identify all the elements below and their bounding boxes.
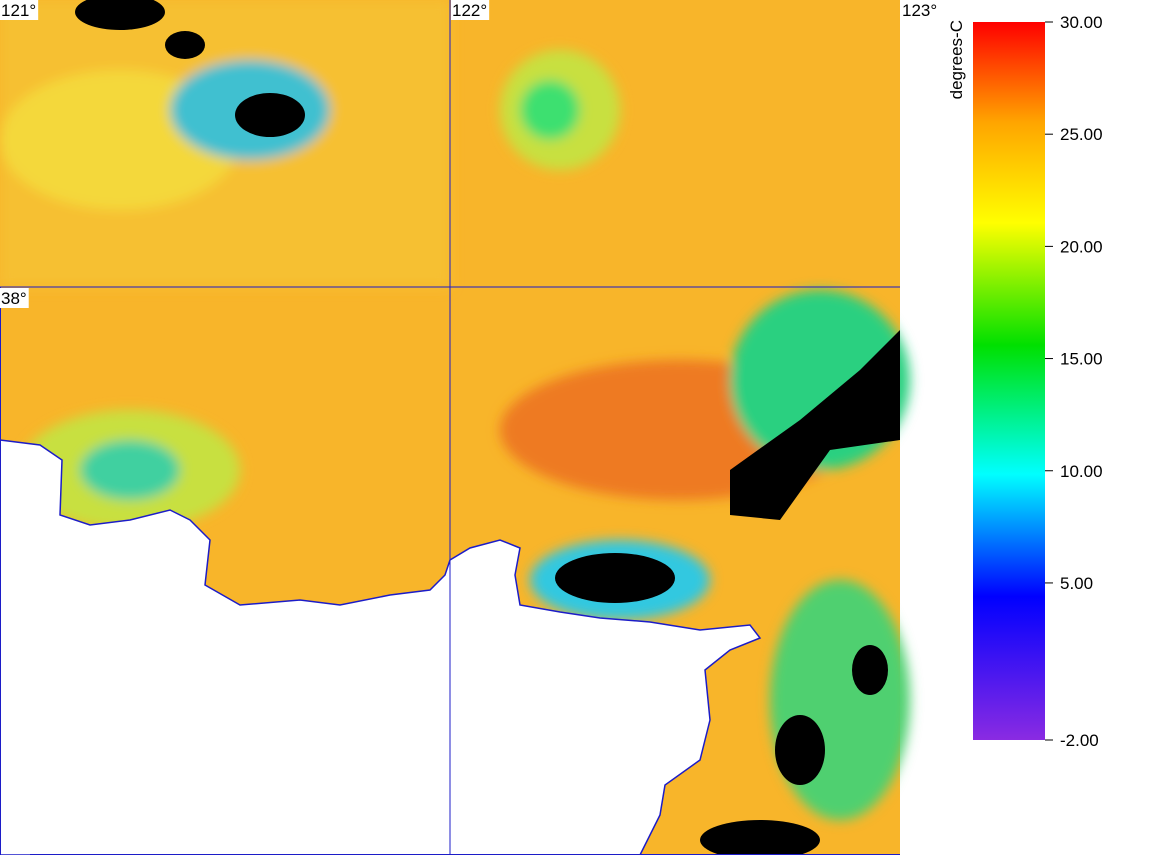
grid-label: 38°: [0, 288, 29, 308]
cloud: [730, 330, 900, 520]
tick-label: -2.00: [1060, 731, 1099, 750]
tick-label: 10.00: [1060, 462, 1103, 481]
cloud: [75, 0, 165, 30]
tick-label: 5.00: [1060, 574, 1093, 593]
land: [0, 439, 762, 855]
cloud: [852, 645, 888, 695]
label-bg: [0, 0, 39, 20]
label-bg: [0, 288, 29, 308]
cloud: [165, 31, 205, 59]
label-bg: [901, 0, 940, 20]
colorbar: [973, 22, 1045, 740]
cloud: [775, 715, 825, 785]
grid-label: 123°: [901, 0, 940, 20]
cloud: [555, 553, 675, 603]
colorbar-label: degrees-C: [947, 20, 966, 99]
grid-label-text: 38°: [1, 289, 27, 308]
grid-label-text: 121°: [1, 1, 36, 20]
tick-label: 25.00: [1060, 125, 1103, 144]
tick-label: 20.00: [1060, 237, 1103, 256]
cloud: [235, 93, 305, 137]
grid-label: 121°: [0, 0, 39, 20]
cloud: [700, 820, 820, 855]
tick-label: 15.00: [1060, 350, 1103, 369]
grid-label-text: 122°: [452, 1, 487, 20]
grid-label: 122°: [451, 0, 490, 20]
label-bg: [451, 0, 490, 20]
grid-labels: 121° 122° 123° 38°: [0, 0, 940, 308]
colorbar-ticks: 30.00 25.00 20.00 15.00 10.00 5.00 -2.00: [1045, 13, 1103, 750]
grid-label-text: 123°: [902, 1, 937, 20]
tick-label: 30.00: [1060, 13, 1103, 32]
